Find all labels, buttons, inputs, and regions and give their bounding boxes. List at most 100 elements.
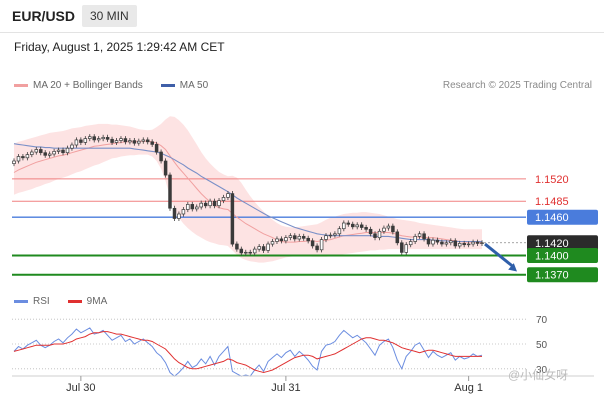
ma50-line bbox=[13, 143, 482, 243]
candle bbox=[61, 149, 65, 154]
candle bbox=[422, 233, 426, 240]
research-credit: Research © 2025 Trading Central bbox=[442, 80, 592, 91]
candle bbox=[373, 233, 377, 238]
ma20-line bbox=[13, 140, 482, 243]
candle bbox=[132, 140, 137, 144]
candle bbox=[47, 153, 52, 156]
candle bbox=[475, 241, 480, 244]
candle bbox=[404, 244, 408, 253]
candle bbox=[351, 223, 355, 228]
x-tick-label: Aug 1 bbox=[454, 382, 483, 394]
rsi-legend: RSI 9MA bbox=[14, 296, 125, 307]
candle bbox=[266, 243, 270, 251]
rsi-ma-swatch bbox=[67, 300, 82, 303]
watermark-text: @小仙女呀 bbox=[508, 368, 569, 382]
candle bbox=[203, 202, 208, 207]
candle bbox=[79, 139, 83, 143]
candle bbox=[417, 233, 422, 237]
candle bbox=[293, 235, 297, 240]
candle bbox=[110, 138, 114, 143]
candle bbox=[212, 200, 217, 207]
candle bbox=[235, 243, 239, 250]
candle bbox=[248, 251, 252, 254]
candle bbox=[34, 149, 39, 153]
ma50-swatch bbox=[160, 84, 175, 87]
candle bbox=[408, 241, 413, 246]
forecast-arrow-shaft bbox=[484, 242, 514, 268]
candle bbox=[12, 160, 16, 164]
candle bbox=[181, 209, 186, 215]
candle bbox=[30, 151, 34, 155]
candle bbox=[43, 152, 47, 156]
candle bbox=[333, 233, 337, 236]
candle bbox=[21, 156, 25, 159]
candle bbox=[466, 243, 471, 246]
candle bbox=[226, 193, 230, 198]
candle bbox=[284, 237, 288, 242]
rsi-swatch bbox=[14, 300, 28, 303]
candle bbox=[426, 238, 431, 245]
candle bbox=[315, 245, 319, 251]
chart-header: EUR/USD 30 MIN bbox=[0, 0, 604, 33]
candle bbox=[114, 140, 119, 143]
candle bbox=[377, 230, 382, 239]
legend-ma50: MA 50 bbox=[179, 80, 209, 91]
candle bbox=[168, 174, 172, 209]
candle bbox=[346, 222, 351, 225]
candle bbox=[355, 224, 359, 228]
candle bbox=[328, 234, 333, 237]
candle bbox=[319, 239, 324, 251]
x-tick-label: Jul 30 bbox=[66, 382, 95, 394]
candle bbox=[342, 222, 346, 230]
candle bbox=[364, 227, 368, 230]
price-label: 1.1460 bbox=[535, 212, 569, 224]
candle bbox=[382, 227, 386, 232]
candle bbox=[230, 193, 235, 245]
candle bbox=[337, 228, 342, 235]
legend-rsi: RSI bbox=[33, 296, 50, 307]
candle bbox=[480, 242, 484, 244]
candle bbox=[413, 236, 417, 242]
candle bbox=[16, 156, 21, 162]
candle bbox=[186, 204, 190, 210]
candle bbox=[199, 202, 203, 208]
rsi-tick-label: 50 bbox=[536, 340, 548, 351]
candle bbox=[221, 197, 226, 201]
candle bbox=[310, 240, 315, 247]
legend-bollinger: MA 20 + Bollinger Bands bbox=[33, 80, 143, 91]
header-divider bbox=[0, 32, 604, 33]
candle bbox=[457, 243, 462, 247]
legend-rsi-ma: 9MA bbox=[86, 296, 108, 307]
candle bbox=[177, 213, 181, 219]
candle bbox=[159, 151, 163, 162]
rsi-ma-line bbox=[13, 331, 482, 374]
rsi-tick-label: 30 bbox=[536, 365, 548, 376]
price-label-box bbox=[527, 248, 598, 264]
candle bbox=[145, 139, 150, 143]
candle bbox=[74, 139, 79, 146]
candle bbox=[275, 238, 279, 242]
candle bbox=[400, 242, 404, 253]
bollinger-band bbox=[14, 116, 482, 263]
candle bbox=[119, 138, 123, 141]
candle bbox=[391, 225, 395, 233]
currency-pair: EUR/USD bbox=[12, 8, 76, 24]
candle bbox=[123, 138, 128, 143]
candle bbox=[25, 154, 30, 159]
candle bbox=[101, 137, 105, 140]
candle bbox=[65, 147, 70, 154]
forecast-arrow-head bbox=[508, 263, 517, 272]
candle bbox=[195, 206, 199, 210]
timeframe-button[interactable]: 30 MIN bbox=[82, 5, 137, 27]
candle bbox=[279, 238, 284, 242]
candle bbox=[150, 141, 154, 145]
candle bbox=[52, 151, 56, 155]
candle bbox=[128, 140, 132, 143]
candle bbox=[154, 144, 159, 153]
price-label: 1.1520 bbox=[535, 174, 569, 186]
bollinger-swatch bbox=[14, 84, 28, 87]
candle bbox=[324, 235, 328, 240]
candle bbox=[431, 239, 435, 245]
candle bbox=[306, 237, 310, 242]
